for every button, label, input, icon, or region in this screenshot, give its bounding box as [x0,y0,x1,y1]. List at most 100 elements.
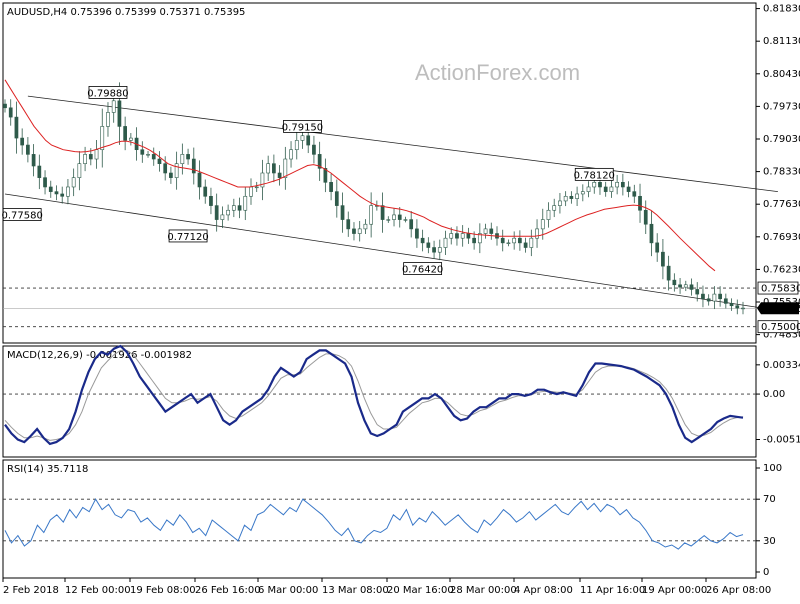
candle-body-down [638,195,642,211]
candle-body-up [363,223,368,230]
candle-body-up [289,149,293,160]
candle-body-up [231,205,236,211]
candle [334,179,339,218]
price-label-box [283,120,322,133]
candle [455,226,459,246]
candle-body-down [48,186,53,192]
candle-body-down [689,284,694,290]
candle-body-down [455,233,459,239]
candle-body-down [340,205,345,220]
candle-body-up [94,149,99,160]
candle [209,187,213,215]
x-tick-label: 13 Mar 08:00 [322,585,389,596]
price-channel [4,95,778,311]
candle [615,174,620,195]
candle-body-down [312,144,316,155]
candle [701,285,705,308]
rsi-header: RSI(14) 35.7118 [7,464,88,475]
x-tick-label: 19 Feb 08:00 [130,585,196,596]
candle-body-down [157,158,162,164]
axis-mark-text: 0.75830 [761,284,800,295]
candle [392,208,396,227]
candle-body-down [626,186,631,192]
candle-body-up [506,242,511,244]
candle-body-down [8,107,13,118]
candle [346,211,351,237]
candle-body-down [466,233,471,239]
axis-mark: 0.75000 [757,320,800,333]
price-labels: 0.79880 0.79150 0.78120 0.77580 0.77120 0.764… [1,86,615,276]
axis-mark-current-box [757,302,799,315]
candle-body-down [472,237,476,244]
candle-body-down [20,137,25,146]
candle-body-down [415,228,419,239]
candle-body-up [266,163,271,174]
candle [512,231,517,250]
candle [638,183,642,223]
axis-mark: 0.75395 [757,302,800,315]
candle-body-down [729,303,734,307]
candle-body-down [151,154,156,160]
candle [100,108,105,168]
candle [661,239,665,280]
candle-body-down [661,251,665,267]
axis-mark: 0.75830 [757,281,800,295]
candle [163,156,168,181]
candle-body-down [317,154,322,169]
candle [506,239,511,247]
candle [460,225,465,247]
candle-body-down [678,284,682,288]
macd-tick-label: 0.003345 [763,360,800,371]
candle-body-up [226,209,230,216]
candle-body-up [477,233,482,244]
axis-mark-text: 0.75000 [761,322,800,333]
candle [683,280,688,292]
candle [37,154,42,190]
candle [214,193,219,232]
candle-body-down [203,186,208,197]
candle [260,159,265,201]
candle-body-up [300,135,305,141]
axis-mark-text: 0.75395 [763,304,800,315]
price-axis-marks: 0.75830 0.75395 0.75000 [757,281,800,333]
candle [489,222,494,240]
rsi-panel: RSI(14) 35.7118 100 70 30 0 [2,459,782,579]
candle-body-down [643,209,648,225]
candle [128,132,133,146]
candle-body-down [43,177,47,188]
candle [123,116,128,151]
candle [14,101,19,154]
candle-body-down [214,205,219,220]
candle [609,180,614,198]
candle [689,278,694,296]
candle-body-up [615,182,620,188]
candle [432,240,436,259]
candle-body-up [174,163,179,178]
candle [603,181,608,197]
candle-body-up [254,186,259,189]
candle-body-down [397,214,402,220]
candle [323,158,328,193]
candle-body-up [66,186,70,197]
rsi-lines [4,498,744,550]
price-label-text: 0.77120 [167,232,208,243]
candle-body-up [540,219,545,230]
candle [666,255,671,291]
candle [632,184,637,204]
candle-body-down [598,182,602,188]
price-label-text: 0.76420 [402,265,443,276]
candle-body-up [77,163,82,178]
candle [243,186,248,221]
candle [283,146,288,190]
candle [449,227,454,245]
candle-body-up [249,186,253,197]
channel-upper-line [27,95,778,193]
candle [191,147,196,185]
candle-body-up [586,186,591,192]
candle [586,181,591,198]
candle-body-down [523,242,528,248]
